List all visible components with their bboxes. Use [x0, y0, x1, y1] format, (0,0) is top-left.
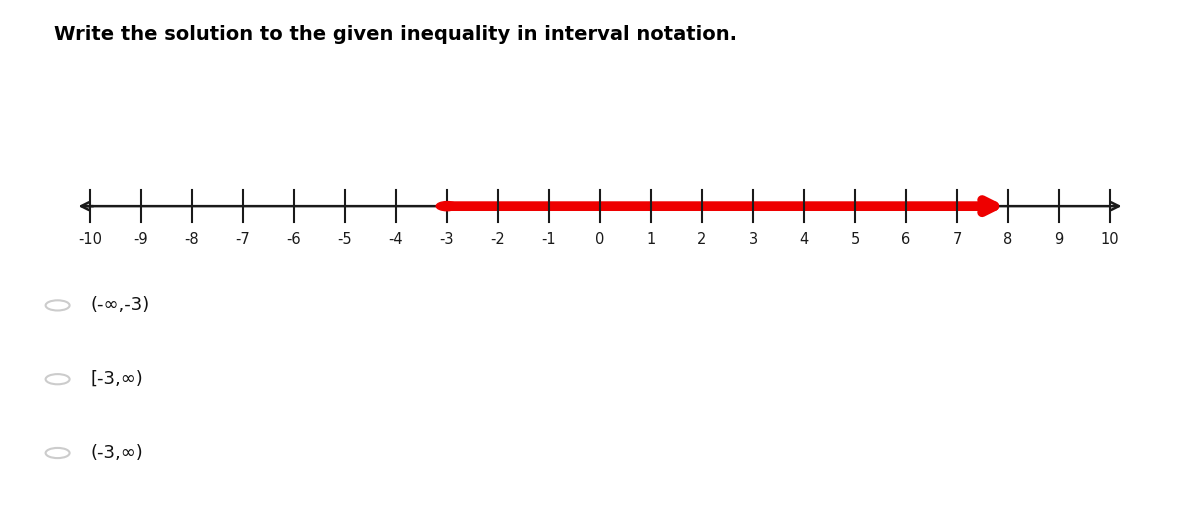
Text: -1: -1: [541, 232, 557, 246]
Text: 1: 1: [647, 232, 655, 246]
Text: -10: -10: [78, 232, 102, 246]
Text: 5: 5: [851, 232, 859, 246]
Text: 0: 0: [595, 232, 605, 246]
Text: -2: -2: [491, 232, 505, 246]
Text: [-3,∞): [-3,∞): [90, 370, 143, 388]
Text: -6: -6: [287, 232, 301, 246]
Text: -3: -3: [439, 232, 455, 246]
Text: 2: 2: [697, 232, 707, 246]
Text: 7: 7: [953, 232, 961, 246]
Text: -8: -8: [185, 232, 199, 246]
Text: -7: -7: [235, 232, 251, 246]
Text: -9: -9: [133, 232, 149, 246]
Text: (-3,∞): (-3,∞): [90, 444, 143, 462]
Text: 9: 9: [1055, 232, 1063, 246]
Text: Write the solution to the given inequality in interval notation.: Write the solution to the given inequali…: [54, 25, 737, 44]
Text: 6: 6: [901, 232, 911, 246]
Text: -4: -4: [389, 232, 403, 246]
Text: (-∞,-3): (-∞,-3): [90, 296, 149, 315]
Text: 3: 3: [749, 232, 757, 246]
Text: -5: -5: [337, 232, 353, 246]
Text: 4: 4: [799, 232, 809, 246]
Text: 8: 8: [1003, 232, 1013, 246]
Circle shape: [437, 202, 458, 211]
Text: 10: 10: [1100, 232, 1120, 246]
